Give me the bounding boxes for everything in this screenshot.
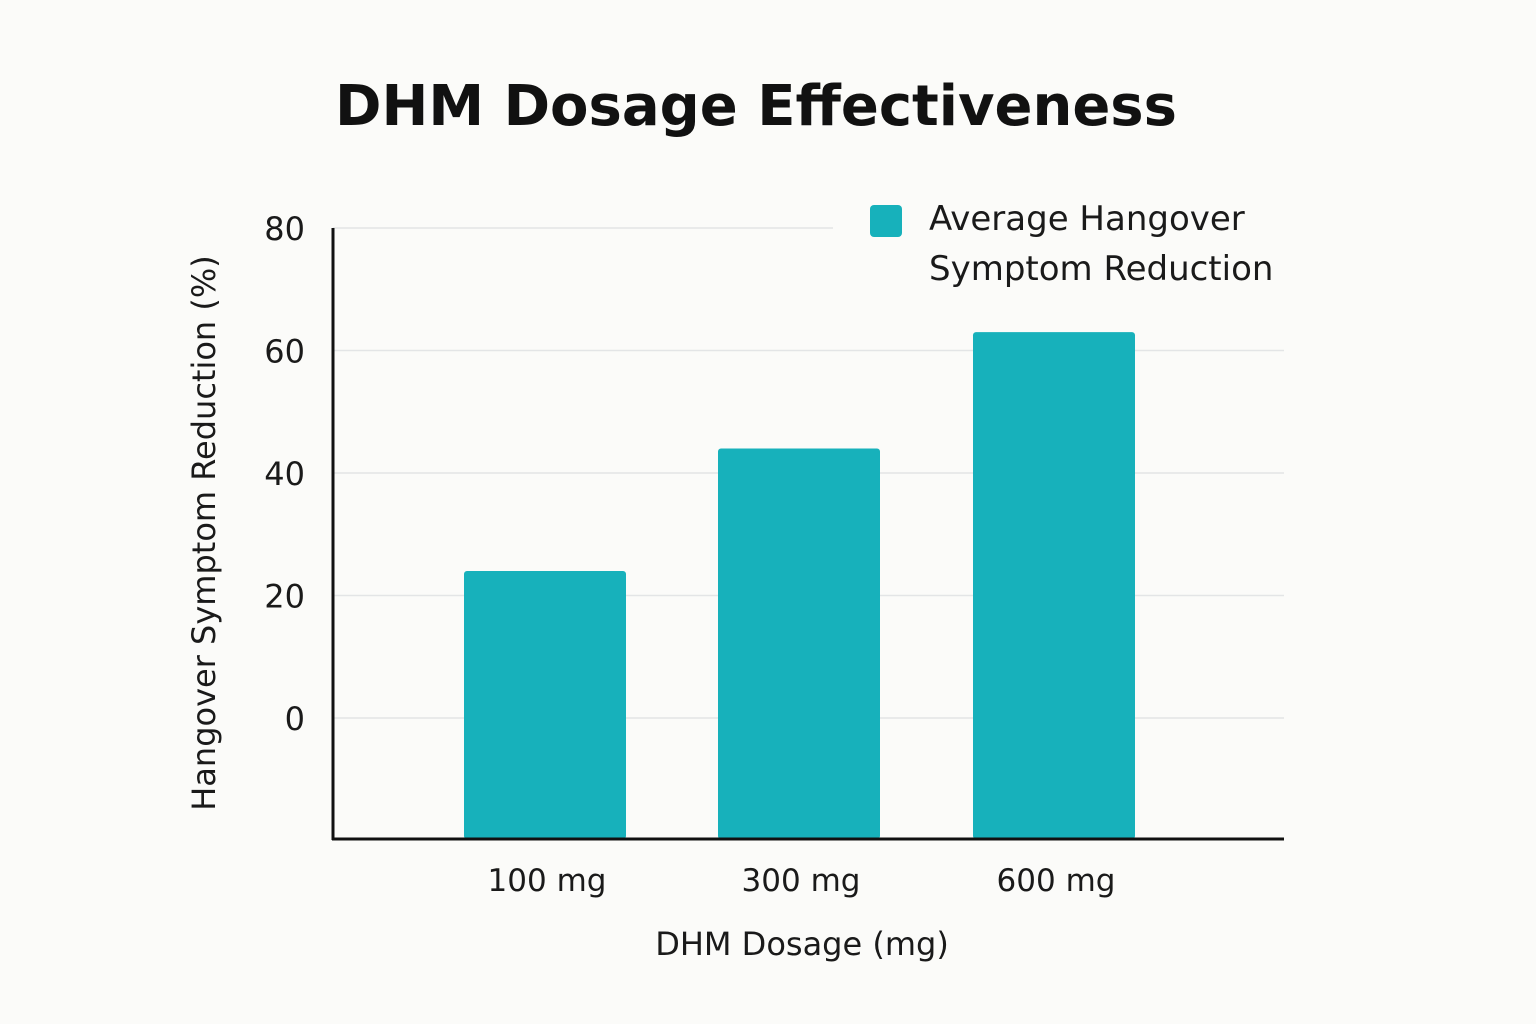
y-tick-label-20: 20	[264, 578, 305, 616]
bar-600-mg	[973, 332, 1135, 839]
y-tick-labels: 0 20 40 60 80	[264, 210, 305, 738]
y-tick-label-40: 40	[264, 455, 305, 493]
y-tick-label-80: 80	[264, 210, 305, 248]
x-tick-label-600-mg: 600 mg	[997, 863, 1116, 899]
chart-title: DHM Dosage Effectiveness	[335, 74, 1177, 139]
y-tick-label-60: 60	[264, 333, 305, 371]
legend: Average Hangover Symptom Reduction	[870, 199, 1273, 289]
y-axis-title: Hangover Symptom Reduction (%)	[185, 255, 223, 811]
legend-label-line-2: Symptom Reduction	[929, 249, 1273, 289]
bar-100-mg	[464, 571, 626, 839]
legend-swatch	[870, 205, 902, 237]
bar-300-mg	[718, 448, 880, 839]
x-axis-title: DHM Dosage (mg)	[655, 925, 949, 963]
x-tick-labels: 100 mg 300 mg 600 mg	[488, 863, 1116, 899]
axes	[331, 228, 1284, 841]
x-tick-label-300-mg: 300 mg	[742, 863, 861, 899]
legend-label-line-1: Average Hangover	[929, 199, 1245, 239]
y-tick-label-0: 0	[285, 700, 305, 738]
x-tick-label-100-mg: 100 mg	[488, 863, 607, 899]
bars	[464, 332, 1135, 839]
